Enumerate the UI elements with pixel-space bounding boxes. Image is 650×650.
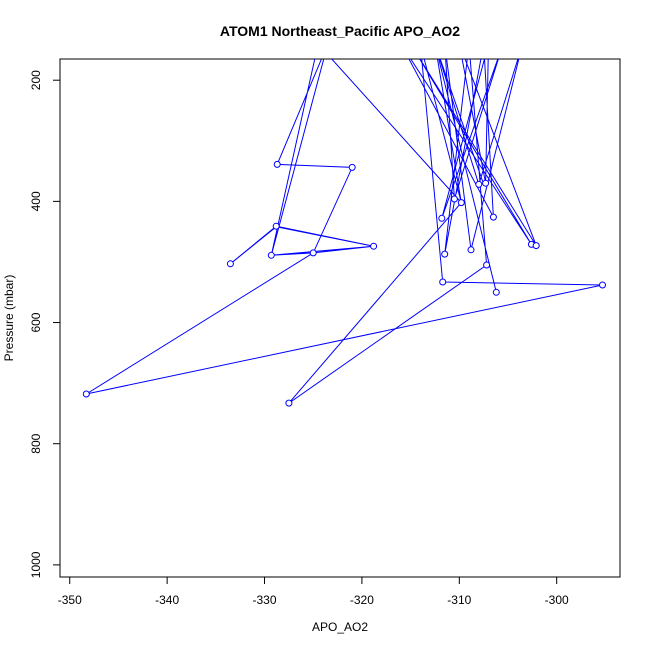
- x-tick-label: -320: [350, 593, 374, 607]
- x-axis-label: APO_AO2: [312, 620, 368, 634]
- data-point: [273, 160, 281, 168]
- data-point: [267, 251, 275, 259]
- series-layer: [86, 59, 603, 404]
- x-tick-label: -300: [545, 593, 569, 607]
- data-point: [482, 179, 490, 187]
- marker-layer: [82, 160, 606, 407]
- data-point: [441, 250, 449, 258]
- data-point: [309, 249, 317, 257]
- plot-frame: [59, 58, 621, 578]
- data-point: [492, 288, 500, 296]
- x-tick-label: -310: [447, 593, 471, 607]
- data-point: [272, 222, 280, 230]
- y-tick-label: 1000: [29, 551, 43, 578]
- data-point: [438, 214, 446, 222]
- x-tick-label: -330: [253, 593, 277, 607]
- data-point: [467, 246, 475, 254]
- data-point: [457, 199, 465, 207]
- data-point: [483, 261, 491, 269]
- data-point: [82, 390, 90, 398]
- y-axis: 200 400 600 800 1000: [29, 70, 61, 578]
- x-axis: -350 -340 -330 -320 -310 -300: [58, 576, 569, 607]
- data-point: [370, 242, 378, 250]
- y-tick-label: 200: [29, 70, 43, 90]
- data-point: [450, 195, 458, 203]
- data-point: [532, 242, 540, 250]
- y-tick-label: 600: [29, 312, 43, 332]
- x-tick-label: -340: [155, 593, 179, 607]
- chart-title: ATOM1 Northeast_Pacific APO_AO2: [220, 23, 460, 39]
- y-tick-label: 800: [29, 433, 43, 453]
- x-tick-label: -350: [58, 593, 82, 607]
- data-point: [489, 213, 497, 221]
- y-tick-label: 400: [29, 191, 43, 211]
- data-point: [599, 281, 606, 289]
- data-point: [475, 180, 483, 188]
- y-axis-label: Pressure (mbar): [2, 275, 16, 362]
- data-point: [348, 163, 356, 171]
- data-point: [226, 260, 234, 268]
- series-line-0: [86, 59, 603, 404]
- data-point: [439, 278, 447, 286]
- data-point: [285, 399, 293, 407]
